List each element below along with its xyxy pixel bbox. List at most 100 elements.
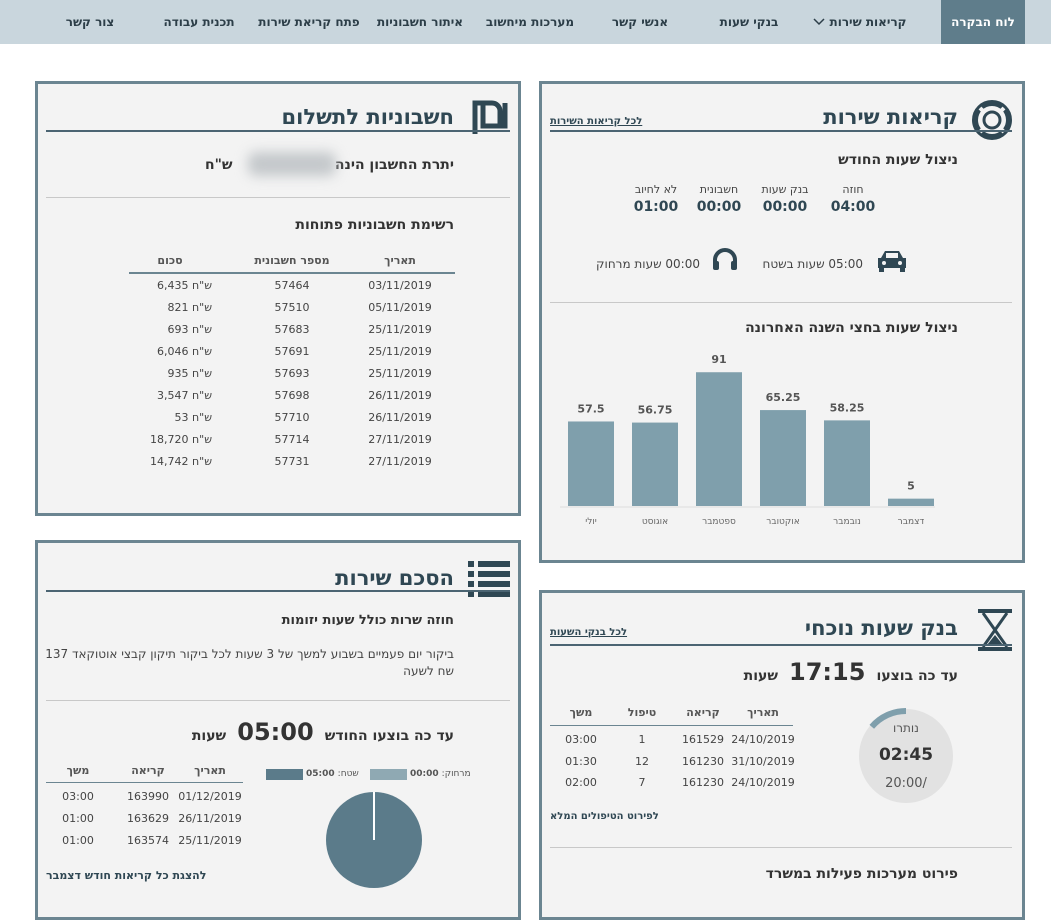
table-cell: 02:00 — [565, 776, 597, 789]
table-cell: 24/10/2019 — [731, 733, 795, 746]
bar — [632, 422, 678, 506]
done-unit: שעות — [743, 668, 778, 684]
table-cell: 161230 — [682, 754, 724, 768]
category-label: דצמבר — [898, 517, 925, 527]
table-cell: 57683 — [274, 323, 310, 336]
table-cell: 27/11/2019 — [368, 433, 432, 446]
table-cell: 161529 — [682, 733, 724, 746]
remote-hours: 00:00 שעות מרחוק — [596, 257, 700, 271]
table-header-line — [46, 782, 243, 783]
value-label: 57.5 — [577, 402, 604, 415]
table-cell: 163574 — [127, 834, 169, 847]
chevron-icon — [813, 18, 825, 26]
table-cell: 935 ש"ח — [167, 367, 212, 380]
nav-item[interactable]: בנקי שעות — [719, 15, 779, 29]
category-label: יולי — [585, 517, 597, 527]
table-cell: 14,742 ש"ח — [149, 455, 212, 468]
table-cell: 57698 — [274, 389, 310, 402]
table-cell: 7 — [638, 776, 646, 789]
bar — [696, 372, 742, 506]
value-label: 91 — [711, 353, 726, 366]
table-header: משך — [66, 764, 90, 777]
table-cell: 26/11/2019 — [368, 389, 432, 402]
table-cell: 03:00 — [62, 790, 94, 803]
legend-value: 00:00 — [410, 769, 439, 779]
value-label: 58.25 — [830, 401, 865, 414]
table-cell: 01/12/2019 — [178, 790, 242, 803]
table-cell: 27/11/2019 — [368, 455, 432, 468]
stat-value: 04:00 — [830, 199, 876, 215]
title-underline — [550, 130, 1012, 132]
bar — [824, 420, 870, 506]
table-cell: 01:00 — [62, 812, 94, 825]
panel-title: קריאות שירות — [823, 105, 958, 129]
done-unit: שעות — [191, 728, 227, 744]
section-title: פירוט מערכות פעילות במשרד — [765, 866, 958, 882]
done-label: עד כה בוצעו החודש — [324, 728, 454, 744]
table-cell: 18,720 ש"ח — [149, 433, 212, 446]
nav-item[interactable]: איתור חשבוניות — [376, 15, 464, 29]
table-cell: 25/11/2019 — [368, 323, 432, 336]
bank-done-summary: עד כה בוצעו 17:15 שעות — [744, 656, 958, 692]
shekel-icon — [472, 100, 508, 134]
balance-label: יתרת החשבון הינה — [334, 157, 454, 173]
nav-item[interactable]: פתח קריאת שירות — [258, 15, 360, 29]
table-cell: 03:00 — [565, 733, 597, 746]
table-cell: 26/11/2019 — [178, 812, 242, 825]
details-link[interactable]: לפירוט הטיפולים המלא — [550, 811, 659, 822]
legend-swatch — [370, 769, 407, 780]
table-header: טיפול — [627, 706, 657, 719]
table-cell: 05/11/2019 — [368, 301, 432, 314]
category-label: נובמבר — [833, 517, 861, 527]
section-title: רשימת חשבוניות פתוחות — [295, 217, 454, 233]
table-cell: 57510 — [274, 301, 310, 314]
nav-item[interactable]: צור קשר — [65, 15, 115, 29]
table-header: משך — [569, 706, 593, 719]
nav-item[interactable]: אנשי קשר — [611, 15, 669, 29]
all-banks-link[interactable]: לכל בנקי השעות — [550, 627, 628, 638]
section-title: ניצול שעות החודש — [838, 152, 958, 168]
value-label: 65.25 — [766, 391, 801, 404]
all-calls-link[interactable]: לכל קריאות השירות — [550, 116, 643, 127]
bar — [760, 410, 806, 506]
dropdown-chevron — [813, 18, 825, 26]
done-label: עד כה בוצעו — [876, 668, 958, 684]
category-label: אוגוסט — [642, 517, 668, 527]
headphones-icon — [713, 248, 737, 270]
table-cell: 12 — [635, 754, 649, 768]
remaining-value: 02:45 — [878, 745, 934, 765]
stat-label: חוזה — [842, 183, 864, 196]
panel-title: הסכם שירות — [335, 566, 454, 590]
table-header: קריאה — [686, 706, 720, 719]
table-cell: 57710 — [274, 411, 310, 424]
table-cell: 57691 — [274, 345, 310, 358]
month-calls-link[interactable]: להצגת כל קריאות חודש דצמבר — [46, 869, 207, 882]
done-value: 17:15 — [789, 658, 866, 686]
agreement-panel — [35, 540, 521, 920]
gauge-arc — [869, 708, 907, 729]
separator — [46, 700, 510, 701]
table-cell: 01:30 — [565, 754, 597, 768]
table-header: תאריך — [747, 706, 779, 719]
nav-item[interactable]: תכנית עבודה — [163, 15, 235, 29]
stat-label: לא לחיוב — [634, 183, 678, 196]
nav-item[interactable]: לוח הבקרה — [941, 0, 1025, 44]
bar — [888, 498, 934, 506]
contract-title: חוזה שרות כולל שעות יזומות — [281, 613, 454, 628]
total-value: /20:00 — [885, 776, 927, 791]
panel-title: בנק שעות נוכחי — [804, 616, 958, 640]
nav-item[interactable]: מערכות מיחשוב — [485, 15, 575, 29]
balance-currency: ש"ח — [205, 157, 233, 173]
nav-item[interactable]: קריאות שירות — [829, 15, 907, 29]
table-header-line — [550, 725, 793, 726]
value-label: 56.75 — [638, 404, 673, 417]
field-hours: 05:00 שעות בשטח — [762, 257, 863, 271]
table-cell: 53 ש"ח — [174, 411, 212, 424]
table-cell: 57464 — [274, 279, 310, 292]
title-underline — [46, 590, 510, 592]
blurred-balance — [248, 152, 336, 176]
